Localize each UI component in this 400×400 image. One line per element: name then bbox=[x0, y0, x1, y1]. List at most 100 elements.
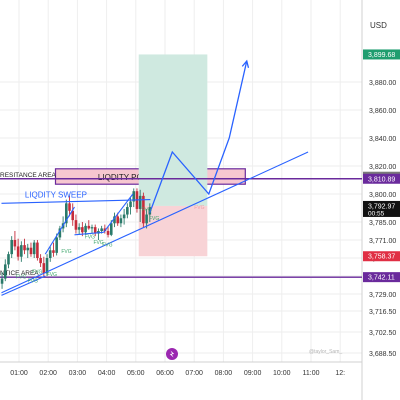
candle-body bbox=[58, 228, 62, 238]
candle-body bbox=[109, 223, 113, 235]
x-tick-label: 07:00 bbox=[185, 370, 203, 377]
x-tick-label: 03:00 bbox=[69, 370, 87, 377]
trendline bbox=[1, 151, 309, 294]
fvg-label: FVG bbox=[32, 269, 42, 275]
candle-body bbox=[106, 231, 110, 235]
price-label-box bbox=[363, 251, 400, 262]
candle-body bbox=[10, 240, 13, 255]
candle-body bbox=[55, 237, 58, 253]
x-tick-label: 12: bbox=[335, 370, 345, 377]
y-tick-label: 3,820.00 bbox=[369, 164, 396, 171]
candle-body bbox=[36, 242, 39, 258]
watermark: @taylor_Sam_ bbox=[309, 349, 342, 355]
x-tick-label: 06:00 bbox=[156, 370, 174, 377]
y-axis: 3,688.503,702.503,716.503,729.003,743.00… bbox=[363, 49, 400, 358]
fvg-label: FVG bbox=[85, 235, 95, 241]
candle-body bbox=[16, 246, 20, 257]
projection-arrowhead bbox=[241, 59, 250, 68]
candle-body bbox=[77, 227, 81, 230]
fvg-label: FVG bbox=[16, 275, 26, 281]
projection-path bbox=[149, 60, 248, 213]
candle-body bbox=[29, 247, 33, 255]
price-label: 3,810.89 bbox=[368, 176, 395, 183]
price-label: 3,758.37 bbox=[368, 254, 395, 261]
x-tick-label: 02:00 bbox=[39, 370, 57, 377]
trendline bbox=[1, 275, 46, 296]
candle-body bbox=[13, 240, 17, 247]
fvg-label: FVG bbox=[47, 272, 57, 278]
candle-body bbox=[45, 258, 49, 274]
trendline bbox=[1, 199, 151, 204]
candle-body bbox=[20, 245, 23, 257]
resistance-area-label: RESITANCE AREA bbox=[0, 172, 57, 179]
candle-body bbox=[116, 216, 119, 224]
candle-body bbox=[48, 250, 52, 258]
candle-body bbox=[81, 227, 84, 233]
price-label: 3,742.11 bbox=[368, 275, 395, 282]
fvg-label: FVG bbox=[142, 208, 152, 214]
candle-body bbox=[3, 264, 7, 279]
candle-body bbox=[26, 247, 30, 251]
fvg-label: FVG bbox=[28, 278, 38, 284]
fvg-label: FVG bbox=[149, 216, 159, 222]
y-tick-label: 3,860.00 bbox=[369, 108, 396, 115]
price-label-box bbox=[363, 49, 400, 60]
candle-body bbox=[87, 225, 91, 229]
candle-body bbox=[138, 195, 142, 209]
fvg-label: FVG bbox=[61, 249, 71, 255]
y-tick-label: 3,716.50 bbox=[369, 309, 396, 316]
candle-body bbox=[74, 220, 78, 230]
fvg-label: FVG bbox=[194, 205, 204, 211]
candle-body bbox=[39, 258, 42, 264]
candle-body bbox=[145, 214, 148, 224]
candle-body bbox=[0, 278, 4, 284]
candle-body bbox=[90, 227, 94, 229]
x-tick-label: 05:00 bbox=[127, 370, 145, 377]
candle-body bbox=[7, 254, 10, 265]
candle-body bbox=[71, 210, 75, 221]
price-label-box bbox=[363, 173, 400, 184]
candle-body bbox=[42, 263, 46, 274]
x-tick-label: 10:00 bbox=[273, 370, 291, 377]
y-tick-label: 3,688.50 bbox=[369, 351, 396, 358]
candle-body bbox=[113, 216, 116, 224]
candles bbox=[0, 188, 152, 289]
price-label: 3,792.97 bbox=[368, 203, 395, 210]
trendlines bbox=[1, 151, 309, 296]
candle-body bbox=[119, 218, 123, 224]
candle-body bbox=[126, 207, 129, 215]
levels: RESITANCE AREA NTICE AREA bbox=[0, 172, 362, 278]
y-tick-label: 3,840.00 bbox=[369, 136, 396, 143]
x-tick-label: 01:00 bbox=[10, 370, 28, 377]
candle-body bbox=[122, 214, 126, 219]
x-tick-label: 09:00 bbox=[244, 370, 262, 377]
candle-body bbox=[68, 203, 71, 211]
candle-body bbox=[52, 250, 55, 253]
fvg-label: FVG bbox=[102, 242, 112, 248]
zones: LIQDITY POLL OF SELLERS bbox=[54, 54, 246, 257]
y-tick-label: 3,729.00 bbox=[369, 292, 396, 299]
trendline bbox=[44, 206, 75, 255]
candle-body bbox=[132, 191, 136, 202]
y-tick-label: 3,800.00 bbox=[369, 192, 396, 199]
y-tick-label: 3,702.50 bbox=[369, 330, 396, 337]
candle-body bbox=[23, 245, 26, 251]
price-label: 3,899.68 bbox=[368, 52, 395, 59]
target-zone bbox=[138, 54, 208, 206]
y-tick-label: 3,771.00 bbox=[369, 238, 396, 245]
tradingview-logo bbox=[166, 348, 178, 360]
trendline bbox=[74, 231, 104, 236]
x-axis: 01:00 02:00 03:00 04:00 05:00 06:00 07:00 08:00… bbox=[10, 370, 345, 377]
y-tick-label: 3,785.00 bbox=[369, 220, 396, 227]
candle-body bbox=[65, 203, 68, 224]
candle-body bbox=[84, 225, 87, 233]
liquidity-sweep-label: LIQDITY SWEEP bbox=[25, 191, 87, 200]
x-tick-label: 11:00 bbox=[303, 370, 320, 377]
price-countdown: 00:55 bbox=[368, 210, 385, 217]
candle-body bbox=[100, 228, 103, 231]
projection bbox=[149, 59, 250, 213]
price-label-box bbox=[363, 272, 400, 283]
fvg-label: FVG bbox=[93, 240, 103, 246]
x-tick-label: 08:00 bbox=[215, 370, 233, 377]
